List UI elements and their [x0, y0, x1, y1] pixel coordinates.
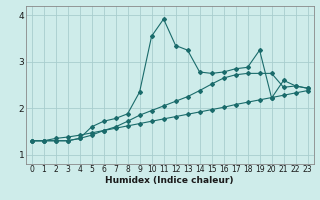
- X-axis label: Humidex (Indice chaleur): Humidex (Indice chaleur): [105, 176, 234, 185]
